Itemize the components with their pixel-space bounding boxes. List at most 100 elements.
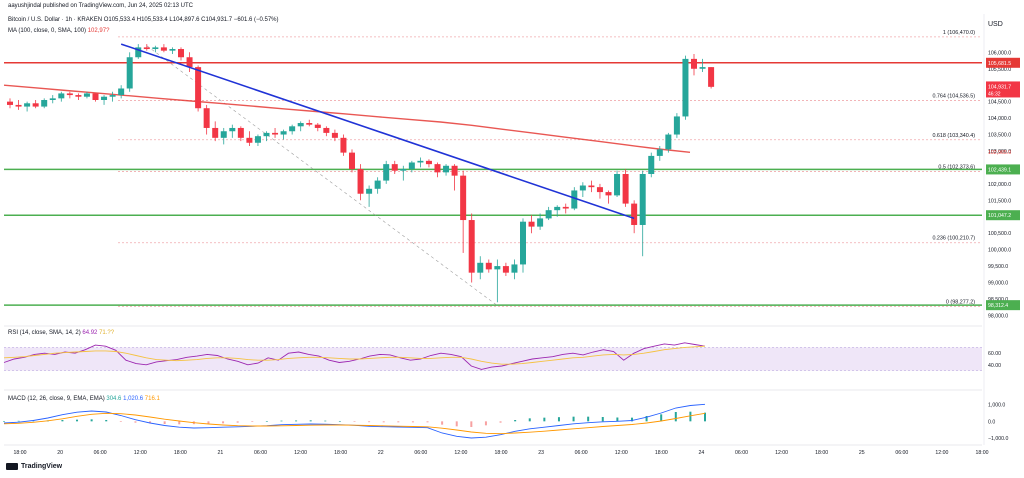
fib-level-label: 0 (98,277.2): [946, 299, 975, 305]
candle: [434, 162, 441, 178]
candle-body: [109, 95, 116, 97]
macd-histogram-bar: [645, 416, 648, 422]
candle: [477, 256, 484, 280]
macd-histogram-bar: [236, 421, 239, 423]
macd-histogram-bar: [32, 420, 35, 422]
candle: [545, 206, 552, 221]
rsi-value: 64.92: [82, 330, 98, 336]
candle-body: [545, 210, 552, 219]
symbol-name: Bitcoin / U.S. Dollar · 1h · KRAKEN: [8, 17, 103, 23]
candle-body: [15, 104, 22, 107]
macd-histogram-bar: [265, 421, 268, 422]
candle-body: [537, 218, 544, 227]
x-tick-label: 23: [538, 450, 544, 456]
candle: [631, 200, 638, 234]
macd-histogram-bar: [76, 419, 79, 422]
candle: [83, 91, 90, 99]
candle-body: [639, 174, 646, 225]
candle: [229, 124, 236, 138]
candle-body: [289, 126, 296, 132]
candle-body: [648, 155, 655, 174]
x-tick-label: 18:00: [334, 450, 347, 456]
candle: [220, 127, 227, 145]
candle-body: [682, 58, 689, 117]
candle-body: [579, 185, 586, 191]
candle-body: [374, 180, 381, 189]
tradingview-brand[interactable]: TradingView: [6, 463, 62, 470]
candle: [75, 93, 82, 100]
macd-histogram-bar: [119, 421, 122, 422]
candle: [588, 180, 595, 193]
candle-body: [101, 96, 108, 100]
rsi-label: RSI (14, close, SMA, 14, 2): [8, 330, 81, 336]
candle-body: [186, 57, 193, 68]
macd-histogram-bar: [484, 421, 487, 426]
last-price-countdown: 46:32: [988, 91, 1001, 97]
candle: [562, 203, 569, 214]
macd-histogram-bar: [134, 421, 137, 423]
x-tick-label: 20: [57, 450, 63, 456]
x-tick-label: 06:00: [575, 450, 588, 456]
ma-price-text: 102,965.0: [988, 150, 1011, 156]
fib-level-label: 0.236 (100,210.7): [932, 236, 975, 242]
macd-histogram-bar: [163, 421, 166, 424]
candle-body: [357, 169, 364, 194]
candle-body: [366, 188, 373, 194]
candle-body: [323, 127, 330, 133]
candle: [15, 100, 22, 110]
candle-body: [178, 49, 184, 58]
candle-body: [468, 220, 475, 273]
ohlc-values: O105,533.4 H105,533.4 L104,897.6 C104,93…: [103, 17, 279, 23]
candle: [622, 169, 629, 207]
y-tick-label: 104,000.0: [988, 116, 1011, 122]
candle-body: [494, 266, 501, 270]
candle-body: [408, 162, 415, 170]
macd-tick-label: −1,000.0: [988, 436, 1008, 442]
candle-body: [58, 93, 65, 99]
candle: [178, 47, 184, 61]
candle: [579, 182, 586, 198]
x-tick-label: 12:00: [935, 450, 948, 456]
candle: [537, 213, 544, 230]
macd-histogram-bar: [368, 421, 371, 423]
candle-body: [485, 262, 492, 270]
price-label-text: 98,312.4: [988, 303, 1008, 309]
x-tick-label: 18:00: [976, 450, 989, 456]
candle-body: [92, 93, 99, 100]
fib-level-label: 1 (106,470.0): [943, 30, 975, 36]
x-tick-label: 18:00: [815, 450, 828, 456]
bearish-trendline: [120, 43, 635, 220]
macd-hist-value: 304.6: [106, 396, 122, 402]
candle: [383, 160, 390, 184]
rsi-line: [3, 342, 706, 370]
candle-body: [280, 131, 287, 135]
y-tick-label: 102,000.0: [988, 182, 1011, 188]
macd-tick-label: 1,000.0: [988, 403, 1005, 409]
x-tick-label: 12:00: [775, 450, 788, 456]
candle-body: [306, 123, 313, 125]
candle-body: [631, 203, 638, 225]
macd-histogram-bar: [309, 420, 312, 422]
fib-connector-line: [146, 45, 498, 306]
candle: [263, 131, 270, 142]
candle-body: [417, 160, 424, 163]
macd-histogram-bar: [90, 419, 93, 422]
candle: [528, 215, 535, 234]
x-tick-label: 18:00: [655, 450, 668, 456]
candle-body: [400, 169, 407, 171]
candle-body: [75, 95, 82, 97]
macd-histogram-bar: [61, 420, 64, 422]
macd-histogram-bar: [616, 417, 619, 422]
macd-histogram-bar: [543, 417, 546, 422]
y-tick-label: 100,500.0: [988, 231, 1011, 237]
x-tick-label: 21: [218, 450, 224, 456]
x-tick-label: 06:00: [735, 450, 748, 456]
macd-histogram-bar: [557, 417, 560, 422]
candle: [306, 119, 313, 127]
price-label-box: [986, 210, 1020, 221]
candle: [596, 183, 603, 199]
candle: [92, 93, 99, 102]
candle-body: [118, 88, 125, 96]
macd-histogram-bar: [382, 421, 385, 423]
